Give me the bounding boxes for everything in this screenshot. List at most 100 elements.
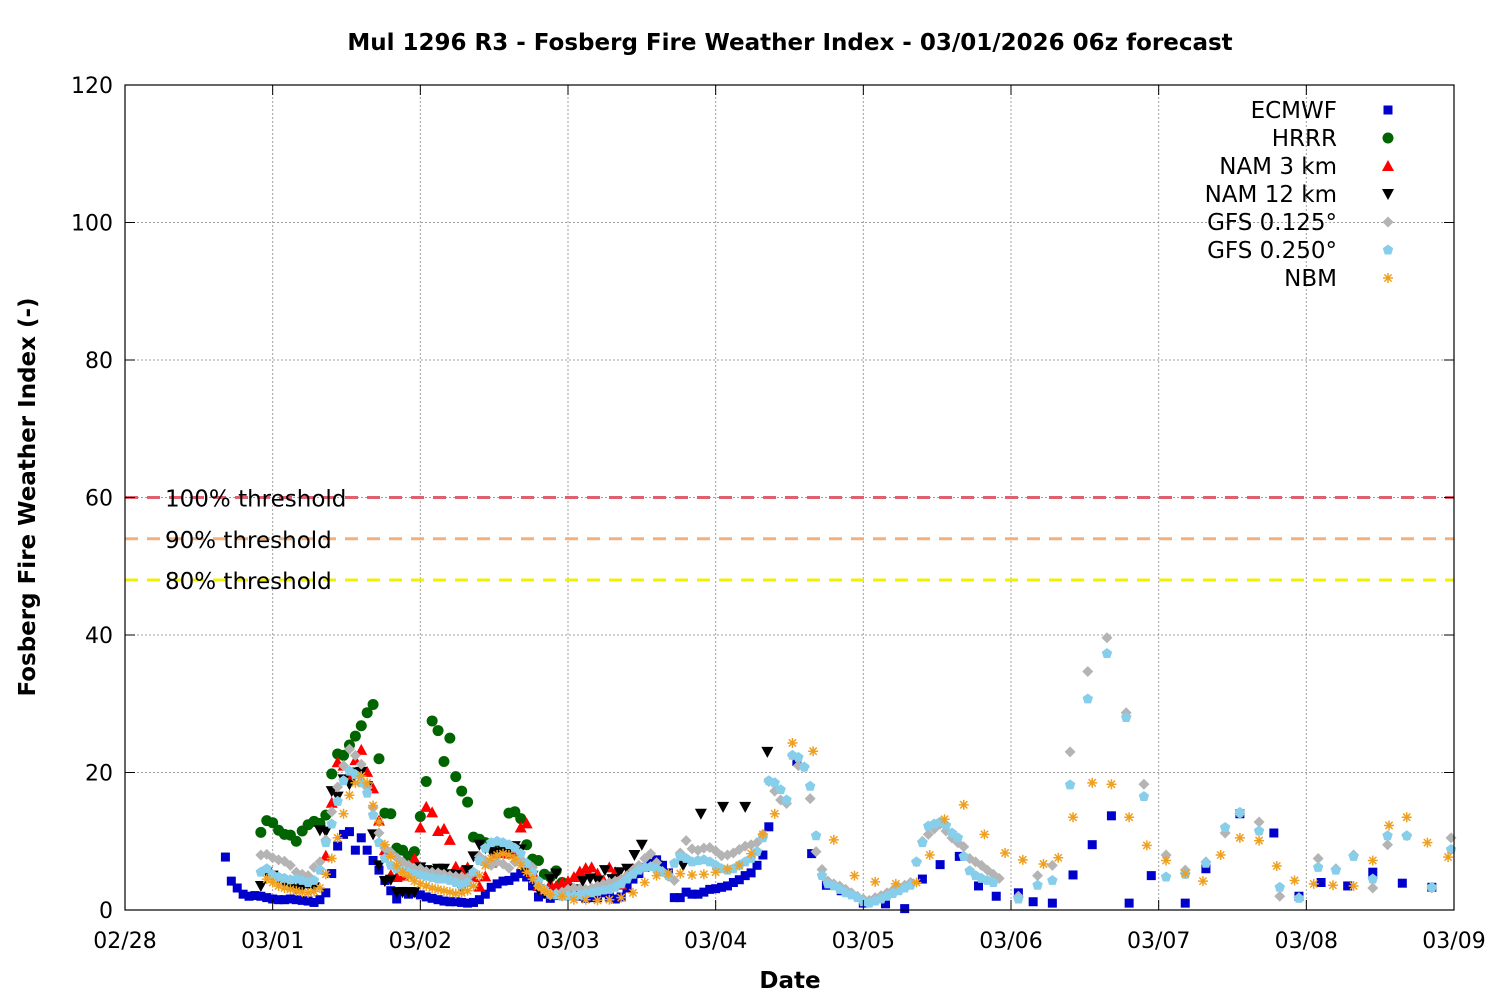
data-point-hrrr: [326, 768, 338, 780]
data-point-nbm: [368, 800, 379, 811]
data-point-ecmwf: [1068, 870, 1078, 880]
threshold-label: 90% threshold: [165, 528, 332, 554]
data-point-ecmwf: [669, 893, 679, 903]
data-point-gfs-0-250: [1348, 850, 1359, 861]
data-point-nbm: [1000, 847, 1011, 858]
data-point-gfs-0-250: [775, 784, 786, 795]
data-point-nbm: [498, 848, 509, 859]
data-point-gfs-0-250: [1219, 822, 1231, 832]
data-point-hrrr: [432, 725, 444, 737]
data-point-nam-12-km: [761, 746, 774, 758]
data-point-gfs-0-250: [940, 819, 952, 830]
data-point-ecmwf: [279, 895, 289, 905]
data-point-nbm: [1068, 812, 1079, 823]
data-point-ecmwf: [415, 890, 425, 900]
legend-label: GFS 0.250°: [1207, 238, 1337, 264]
data-point-ecmwf: [935, 860, 945, 870]
y-tick-label: 0: [99, 899, 113, 924]
data-point-nbm: [849, 870, 860, 881]
data-point-ecmwf: [303, 896, 313, 906]
x-tick-label: 02/28: [93, 929, 156, 954]
data-point-ecmwf: [244, 891, 254, 901]
data-point-hrrr: [255, 826, 267, 838]
data-point-gfs-0-250: [816, 870, 828, 881]
data-point-gfs-0-125: [645, 848, 657, 860]
data-point-ecmwf: [658, 860, 668, 870]
data-point-nam-12-km: [677, 860, 690, 872]
data-point-nbm: [1367, 855, 1378, 866]
data-point-ecmwf: [250, 891, 260, 901]
data-point-hrrr: [532, 855, 544, 866]
data-point-nbm: [450, 888, 461, 899]
data-point-gfs-0-250: [367, 809, 379, 820]
data-point-ecmwf: [628, 874, 638, 884]
data-point-ecmwf: [734, 875, 744, 885]
data-point-gfs-0-250: [1200, 857, 1212, 868]
data-point-ecmwf: [1047, 898, 1057, 908]
data-point-hrrr: [438, 756, 450, 767]
data-point-gfs-0-125: [1382, 839, 1394, 851]
data-point-nbm: [592, 895, 603, 906]
data-point-nbm: [1327, 880, 1338, 891]
data-point-nbm: [486, 853, 497, 864]
data-point-gfs-0-250: [320, 837, 332, 848]
data-point-nbm: [480, 860, 491, 871]
data-point-nbm: [261, 874, 272, 885]
data-point-nbm: [1017, 854, 1028, 865]
data-point-gfs-0-125: [503, 862, 515, 874]
data-point-gfs-0-250: [1138, 791, 1150, 802]
data-point-ecmwf: [900, 904, 910, 914]
data-point-nbm: [509, 853, 520, 864]
data-point-gfs-0-125: [349, 749, 361, 761]
data-point-ecmwf: [1106, 811, 1116, 821]
data-point-nam-3-km: [408, 852, 421, 864]
data-point-nbm: [1348, 880, 1359, 891]
data-point-nbm: [391, 860, 402, 871]
data-point-nbm: [769, 808, 780, 819]
data-point-ecmwf: [533, 892, 543, 902]
data-point-nbm: [746, 848, 757, 859]
data-point-gfs-0-125: [680, 835, 692, 847]
data-point-nam-3-km: [449, 860, 462, 872]
data-point-nam-12-km: [598, 865, 611, 877]
data-point-ecmwf: [699, 887, 709, 897]
data-point-nam-12-km: [739, 801, 752, 813]
data-point-nam-3-km: [520, 817, 533, 829]
data-point-nbm: [527, 874, 538, 885]
legend-marker-hrrr: [1382, 132, 1394, 144]
data-point-nbm: [285, 884, 296, 895]
data-point-nbm: [1384, 820, 1395, 831]
data-point-nbm: [698, 869, 709, 880]
data-point-hrrr: [408, 846, 420, 858]
data-point-nam-12-km: [408, 887, 421, 899]
legend-label: NAM 3 km: [1219, 154, 1337, 180]
data-point-ecmwf: [728, 878, 738, 887]
data-point-nam-3-km: [355, 743, 368, 755]
data-point-gfs-0-250: [361, 787, 373, 798]
y-tick-label: 40: [85, 624, 113, 649]
data-point-ecmwf: [991, 891, 1001, 901]
data-point-nbm: [939, 814, 950, 825]
data-point-nbm: [651, 870, 662, 881]
data-point-nam-3-km: [562, 875, 574, 887]
data-point-hrrr: [420, 775, 432, 787]
data-point-nbm: [273, 880, 284, 891]
legend-marker-nbm: [1383, 273, 1393, 283]
data-point-nbm: [1443, 852, 1454, 863]
legend-marker-gfs-0-250: [1382, 244, 1394, 255]
data-point-gfs-0-125: [1312, 852, 1324, 864]
data-point-nbm: [1038, 858, 1049, 869]
data-point-ecmwf: [1180, 898, 1190, 908]
data-point-hrrr: [414, 811, 426, 822]
y-tick-label: 60: [85, 487, 113, 512]
data-point-ecmwf: [693, 889, 703, 899]
data-point-ecmwf: [510, 872, 520, 882]
data-point-ecmwf: [1087, 840, 1097, 850]
data-point-nbm: [444, 887, 455, 898]
data-point-ecmwf: [1201, 864, 1211, 874]
data-point-nbm: [1087, 777, 1098, 788]
data-point-nbm: [1234, 832, 1245, 843]
data-point-nbm: [373, 817, 384, 827]
data-point-ecmwf: [463, 898, 473, 908]
